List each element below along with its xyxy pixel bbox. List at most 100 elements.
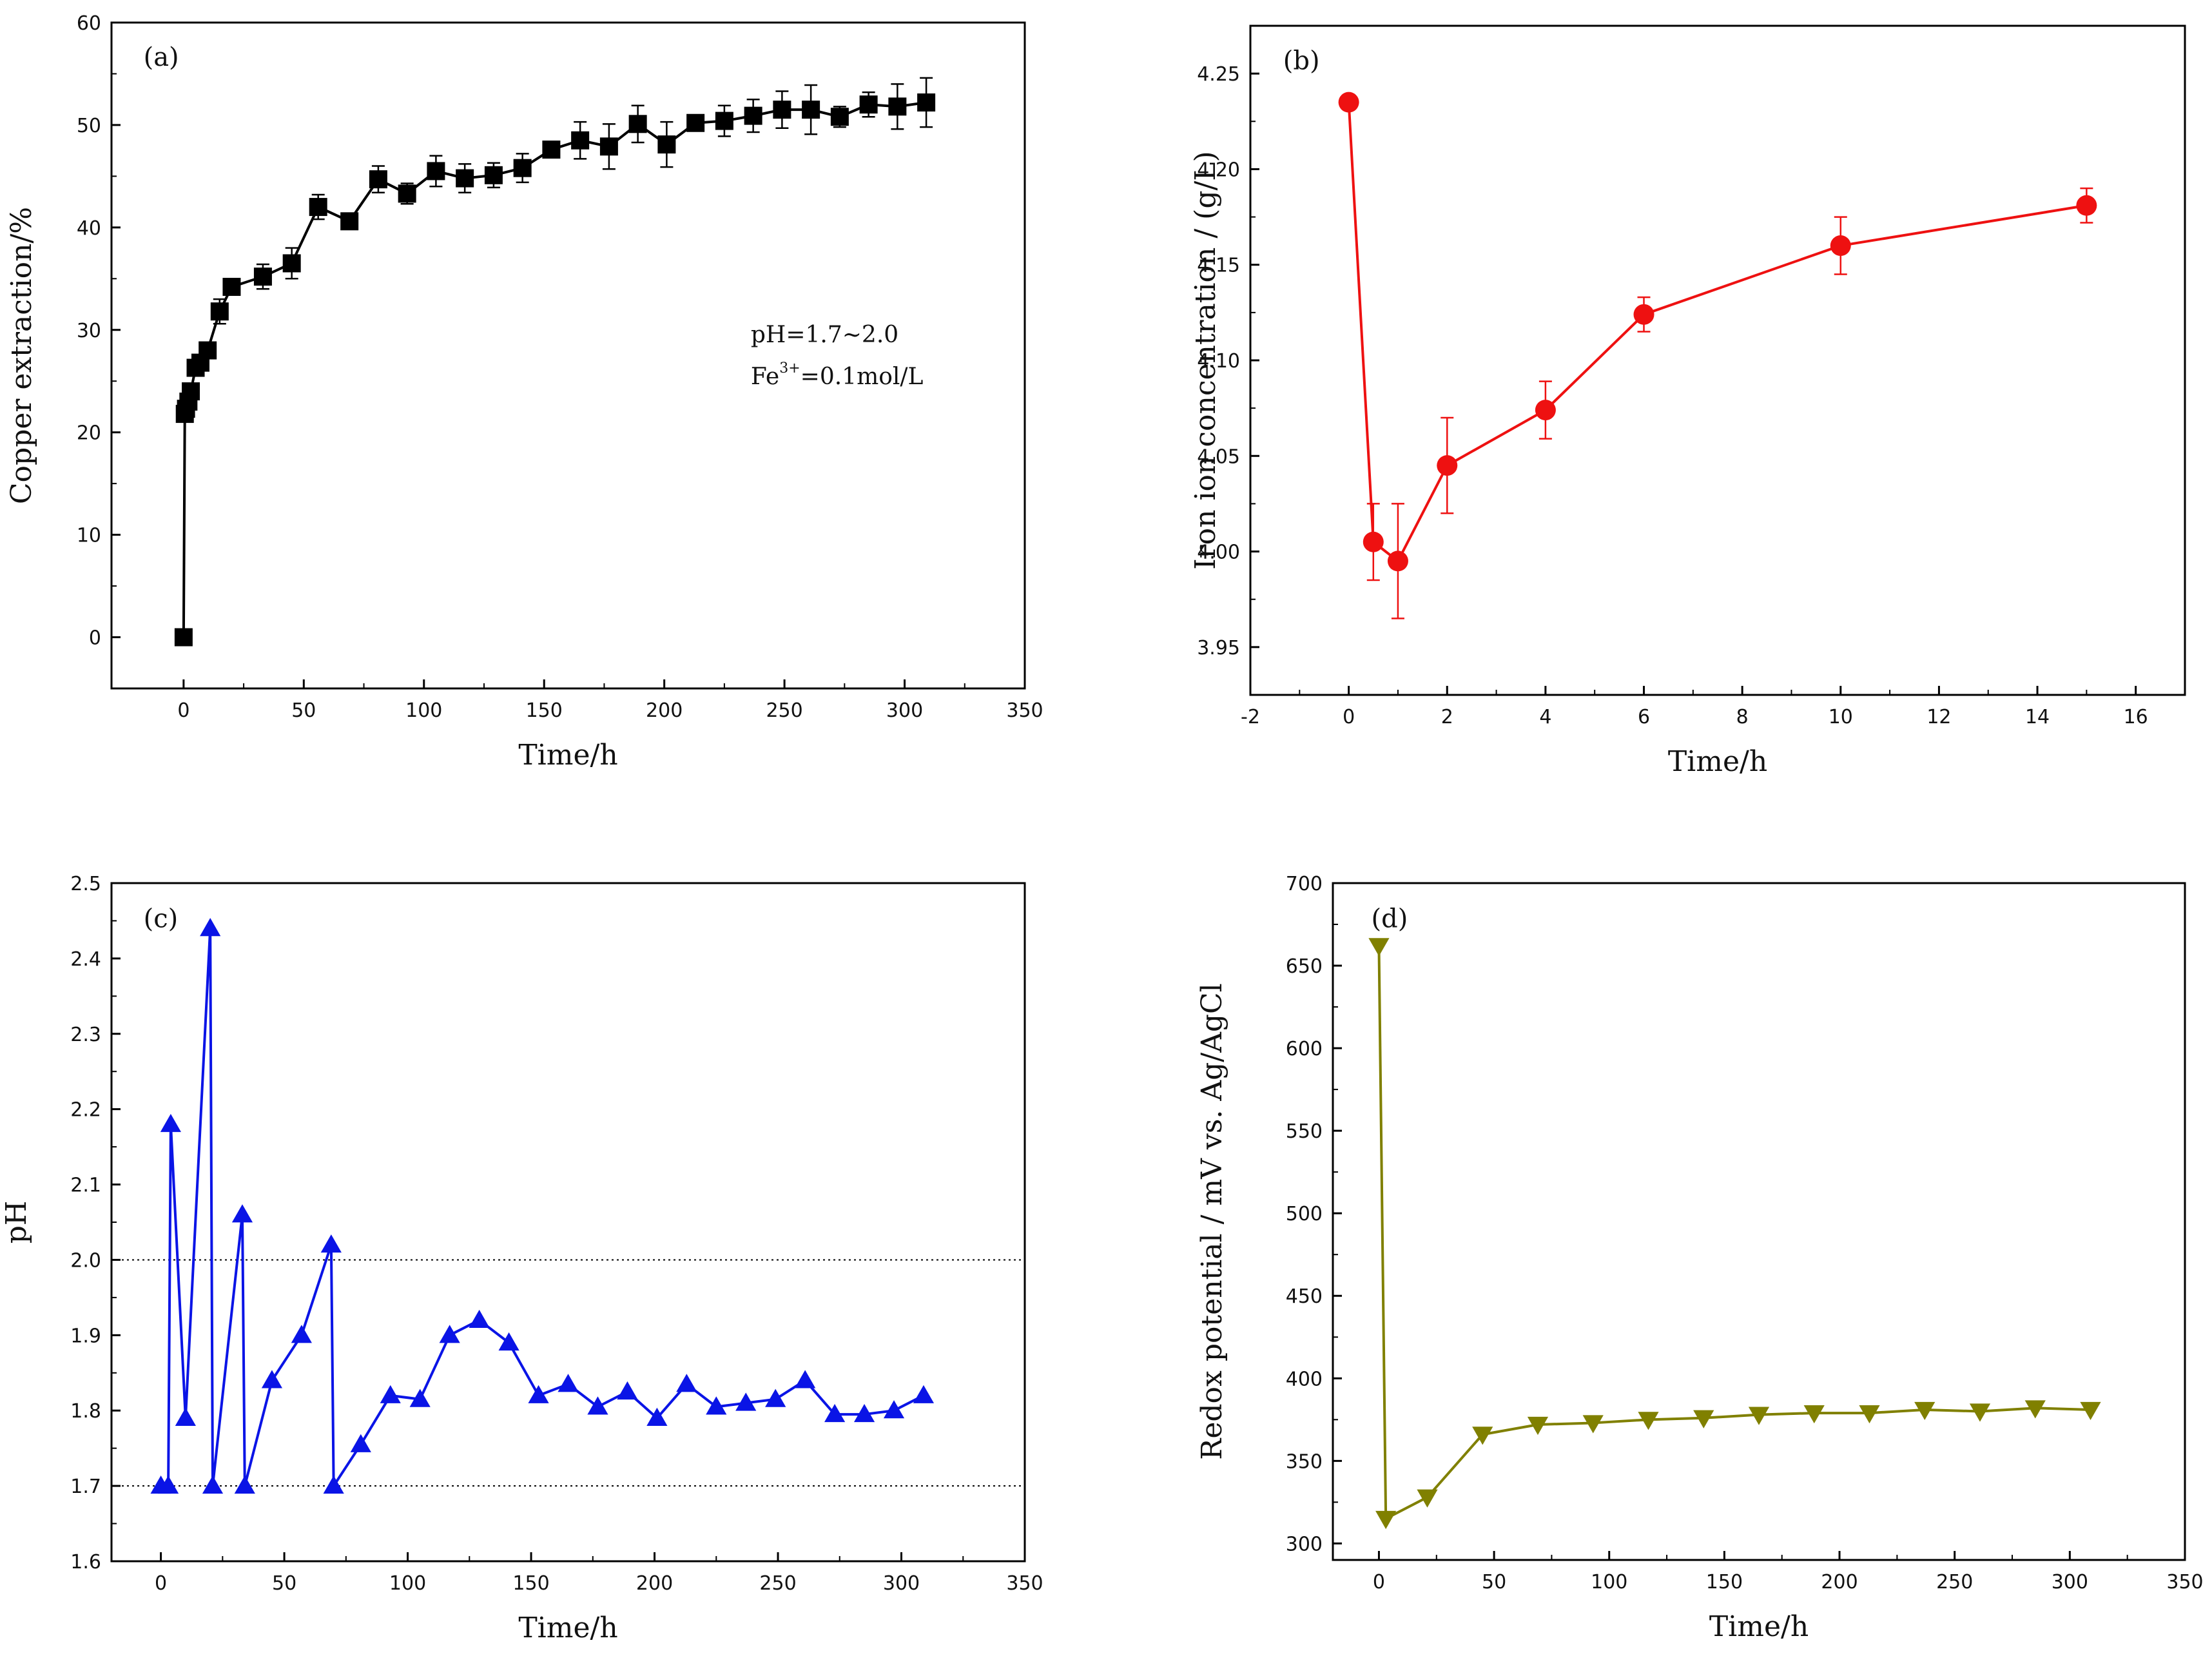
y-tick-label: 2.1 <box>70 1174 101 1197</box>
data-point <box>599 137 618 156</box>
panel-b-iron-ion-concentration: -2 0 2 4 6 8 10 12 14 16 3.95 4.00 4.05 4.10 4.15 4.20 4… <box>1189 24 2186 778</box>
x-axis-title: Time/h <box>518 1612 617 1644</box>
data-point <box>182 382 200 401</box>
x-tick-label: 200 <box>1821 1571 1858 1593</box>
data-point <box>628 115 647 133</box>
data-point <box>202 1476 224 1494</box>
data-point <box>773 101 791 119</box>
data-point <box>2080 1401 2101 1421</box>
data-point <box>824 1403 846 1423</box>
data-point <box>715 112 733 130</box>
y-tick-label: 1.7 <box>70 1476 101 1498</box>
data-point <box>859 95 878 114</box>
data-point <box>350 1434 371 1452</box>
y-axis-title: pH <box>0 1201 33 1244</box>
data-point <box>2076 195 2097 216</box>
data-point <box>706 1396 727 1415</box>
x-tick-label: 200 <box>636 1572 673 1595</box>
plot-frame <box>110 21 1026 690</box>
x-tick-label: -2 <box>1241 706 1260 728</box>
data-point <box>320 1234 342 1253</box>
panel-d-redox-potential: 0 50 100 150 200 250 300 350 300 350 400 450 500 550 6… <box>1196 873 2204 1643</box>
y-tick-label: 4.05 <box>1197 445 1240 468</box>
data-point <box>1363 531 1384 552</box>
data-point <box>1387 550 1408 572</box>
data-point <box>1969 1403 1991 1422</box>
y-axis-title: Iron ion concentration / (g/L) <box>1189 151 1222 569</box>
data-point <box>1693 1410 1714 1428</box>
plot-frame <box>1249 24 2186 696</box>
data-point <box>439 1325 460 1343</box>
data-point <box>253 268 272 286</box>
x-tick-label: 50 <box>1482 1571 1506 1593</box>
data-point <box>222 278 241 297</box>
data-point <box>646 1407 668 1426</box>
data-point <box>484 166 503 184</box>
data-point <box>686 113 705 132</box>
x-tick-label: 300 <box>2052 1571 2088 1593</box>
data-point <box>744 106 762 125</box>
data-point <box>1914 1401 1936 1421</box>
x-axis-title: Time/h <box>1668 745 1767 778</box>
x-tick-label: 0 <box>177 699 189 722</box>
annotation-superscript: 3+ <box>779 360 800 376</box>
annotation-main: pH=1.7~2.0 <box>751 322 898 348</box>
data-point <box>795 1370 816 1388</box>
data-point <box>174 628 193 647</box>
x-tick-label: 300 <box>883 1572 920 1595</box>
data-point <box>657 135 676 154</box>
x-tick-label: 0 <box>155 1572 167 1595</box>
y-tick-label: 0 <box>89 627 101 650</box>
data-point <box>587 1396 608 1415</box>
panel-c-ph: 0 50 100 150 200 250 300 350 1.6 1.7 1.8 1.9 2.0 2.1 2… <box>0 873 1043 1644</box>
data-point <box>261 1370 283 1388</box>
data-point <box>1535 400 1556 421</box>
y-tick-label: 1.9 <box>70 1325 101 1347</box>
data-point <box>282 254 301 273</box>
x-tick-label: 150 <box>1706 1571 1743 1593</box>
y-tick-label: 600 <box>1286 1038 1323 1060</box>
x-tick-label: 14 <box>2025 706 2050 728</box>
data-point <box>427 162 445 180</box>
data-point <box>231 1204 253 1223</box>
data-point <box>234 1476 255 1494</box>
data-point <box>888 97 907 116</box>
x-tick-label: 100 <box>389 1572 426 1595</box>
x-tick-label: 0 <box>1373 1571 1385 1593</box>
data-point <box>323 1476 344 1494</box>
x-tick-label: 350 <box>1006 1572 1043 1595</box>
data-point <box>1338 92 1359 113</box>
data-point <box>200 918 221 937</box>
data-point <box>210 302 229 321</box>
data-point <box>765 1388 786 1407</box>
data-point <box>617 1381 638 1400</box>
series-line <box>1347 102 2087 563</box>
annotation-text: Fe3+=0.1mol/L <box>751 360 924 390</box>
y-tick-label: 4.10 <box>1197 350 1240 373</box>
y-tick-label: 2.4 <box>70 948 101 971</box>
data-point <box>498 1332 519 1351</box>
x-tick-label: 0 <box>1343 706 1355 728</box>
data-point <box>830 108 849 126</box>
x-axis-title: Time/h <box>518 739 617 772</box>
y-tick-label: 4.00 <box>1197 541 1240 564</box>
y-tick-label: 30 <box>77 320 101 342</box>
data-point <box>1803 1405 1825 1424</box>
data-point <box>291 1325 312 1343</box>
data-point <box>735 1392 757 1411</box>
y-tick-label: 300 <box>1286 1533 1323 1555</box>
data-point <box>1472 1427 1493 1445</box>
data-point <box>2024 1400 2046 1419</box>
y-tick-label: 2.3 <box>70 1024 101 1046</box>
data-point <box>369 170 387 189</box>
data-point <box>398 184 416 203</box>
x-tick-label: 250 <box>1936 1571 1973 1593</box>
data-point <box>1527 1416 1549 1436</box>
x-tick-label: 100 <box>1591 1571 1627 1593</box>
annotation-rest: =0.1mol/L <box>800 364 924 390</box>
y-tick-label: 50 <box>77 115 101 137</box>
x-tick-label: 6 <box>1638 706 1650 728</box>
panel-label: (d) <box>1371 904 1408 933</box>
y-axis-title: Redox potential / mV vs. Ag/AgCl <box>1196 983 1228 1460</box>
data-point <box>676 1374 697 1392</box>
